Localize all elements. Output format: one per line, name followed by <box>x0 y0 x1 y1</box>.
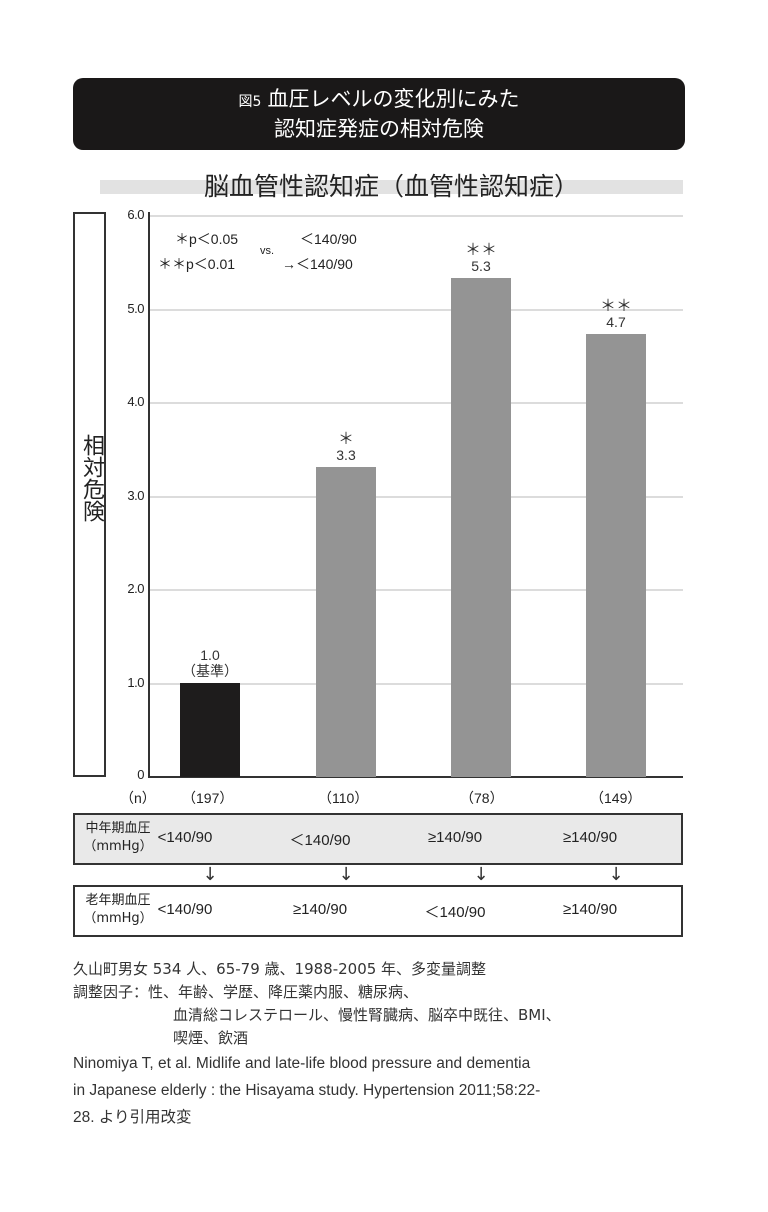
subtitle-band <box>100 180 683 194</box>
legend-ref1: ＜140/90 <box>300 231 357 247</box>
footnote-adjust: 調整因子：性、年齢、学歴、降圧薬内服、糖尿病、 <box>73 983 419 1001</box>
figure-title-box: 図5 血圧レベルの変化別にみた 認知症発症の相対危険 <box>73 78 685 150</box>
y-tick: 0 <box>137 767 144 782</box>
y-tick: 1.0 <box>127 675 144 690</box>
n-value: （149） <box>590 790 642 806</box>
midlife-cell: ≥140/90 <box>427 829 483 846</box>
citation-line1: Ninomiya T, et al. Midlife and late-life… <box>73 1055 531 1072</box>
n-value: （197） <box>182 790 234 806</box>
latelife-label: 老年期血圧 <box>85 893 151 908</box>
citation-line3: 28. より引用改変 <box>73 1109 192 1126</box>
y-tick: 2.0 <box>127 581 144 596</box>
bar-4-value: 4.7 <box>606 314 626 330</box>
down-arrow-icon: ↓ <box>608 864 624 885</box>
bar-2 <box>316 467 376 777</box>
y-axis <box>148 212 150 778</box>
midlife-cell: <140/90 <box>157 829 213 846</box>
bar-1-reference: （基準） <box>182 663 238 679</box>
bar-3-significance: ＊＊ <box>464 240 497 259</box>
latelife-bp-row: 老年期血圧 （mmHg） <140/90 ≥140/90 ＜140/90 ≥14… <box>73 885 683 937</box>
n-value: （110） <box>318 790 369 806</box>
gridline-5 <box>150 309 683 311</box>
gridline-6 <box>150 215 683 217</box>
bar-4 <box>586 334 646 777</box>
figure-title-line2: 認知症発症の相対危険 <box>274 117 484 141</box>
latelife-cell: <140/90 <box>157 901 213 918</box>
n-value: （78） <box>460 790 504 806</box>
bar-3 <box>451 278 511 777</box>
y-tick: 5.0 <box>127 301 144 316</box>
figure-number: 図5 <box>238 94 262 110</box>
legend-sig2: ＊＊p＜0.01 <box>158 256 236 272</box>
chart-subtitle: 脳血管性認知症（血管性認知症） <box>203 172 579 201</box>
midlife-bp-row: 中年期血圧 （mmHg） <140/90 ＜140/90 ≥140/90 ≥14… <box>73 813 683 865</box>
footnote-adjust-cont: 血清総コレステロール、慢性腎臓病、脳卒中既往、BMI、 <box>173 1006 561 1024</box>
bar-2-value: 3.3 <box>336 447 356 463</box>
legend-sig1: ＊p＜0.05 <box>175 231 239 247</box>
y-tick: 6.0 <box>127 207 144 222</box>
footnote-study: 久山町男女 534 人、65-79 歳、1988-2005 年、多変量調整 <box>73 960 487 978</box>
gridline-2 <box>150 589 683 591</box>
footnote-adjust-cont2: 喫煙、飲酒 <box>173 1029 249 1047</box>
gridline-3 <box>150 496 683 498</box>
latelife-cell: ≥140/90 <box>562 901 618 918</box>
y-tick: 4.0 <box>127 394 144 409</box>
midlife-label: 中年期血圧 <box>85 821 151 836</box>
figure-title-line1: 血圧レベルの変化別にみた <box>267 87 520 111</box>
down-arrow-icon: ↓ <box>202 864 218 885</box>
bar-1 <box>180 683 240 777</box>
legend-ref2: →＜140/90 <box>282 256 353 272</box>
bar-3-value: 5.3 <box>471 258 491 274</box>
midlife-unit: （mmHg） <box>83 839 153 854</box>
latelife-cell: ＜140/90 <box>424 904 486 921</box>
y-axis-label-box: 相対危険 <box>73 212 106 777</box>
citation-line2: in Japanese elderly : the Hisayama study… <box>73 1082 541 1099</box>
bar-4-significance: ＊＊ <box>599 296 632 315</box>
gridline-4 <box>150 402 683 404</box>
legend-vs: vs. <box>260 245 275 257</box>
midlife-cell: ≥140/90 <box>562 829 618 846</box>
midlife-cell: ＜140/90 <box>289 832 351 849</box>
latelife-unit: （mmHg） <box>83 911 153 926</box>
y-tick: 3.0 <box>127 488 144 503</box>
n-label: （n） <box>120 790 156 806</box>
gridline-1 <box>150 683 683 685</box>
latelife-cell: ≥140/90 <box>292 901 348 918</box>
y-axis-label: 相対危険 <box>79 434 104 522</box>
x-axis <box>148 776 683 778</box>
bar-2-significance: ＊ <box>337 429 354 448</box>
footnote: 久山町男女 534 人、65-79 歳、1988-2005 年、多変量調整 調整… <box>73 958 693 1131</box>
down-arrow-icon: ↓ <box>473 864 489 885</box>
bar-1-value: 1.0 <box>200 647 220 663</box>
down-arrow-icon: ↓ <box>338 864 354 885</box>
